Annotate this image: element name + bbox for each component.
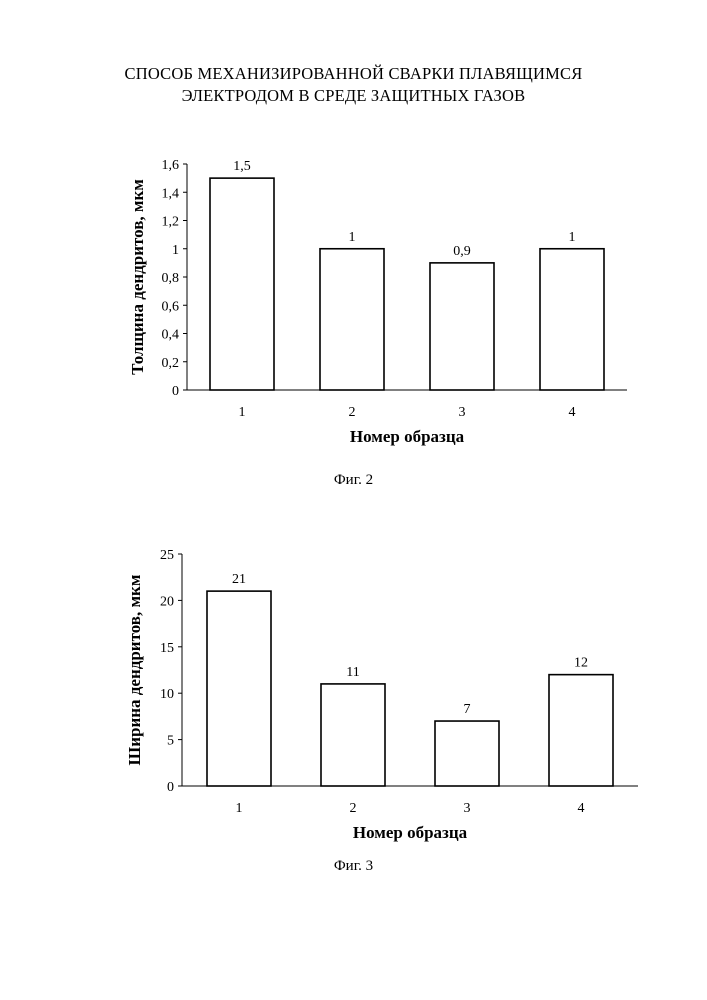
y-axis-title: Толщина дендритов, мкм [128, 179, 147, 375]
x-tick-label: 3 [464, 801, 471, 816]
y-tick-label: 5 [167, 734, 174, 749]
bar-sample-1 [207, 591, 271, 786]
document-title-line-1: СПОСОБ МЕХАНИЗИРОВАННОЙ СВАРКИ ПЛАВЯЩИМС… [0, 63, 707, 85]
bar-sample-3 [435, 721, 499, 786]
figure-3-caption: Фиг. 3 [0, 858, 707, 875]
dendrite-width-bar-chart: 051015202521111273124Номер образцаШирина… [0, 540, 707, 850]
bar-sample-3 [430, 263, 494, 390]
x-tick-label: 1 [239, 405, 246, 420]
x-tick-label: 1 [236, 801, 243, 816]
document-title: СПОСОБ МЕХАНИЗИРОВАННОЙ СВАРКИ ПЛАВЯЩИМС… [0, 63, 707, 107]
y-tick-label: 20 [160, 594, 174, 609]
y-tick-label: 0,6 [162, 299, 180, 314]
bar-value-label: 0,9 [453, 244, 471, 259]
bar-value-label: 1 [569, 230, 576, 245]
y-tick-label: 0 [167, 780, 174, 795]
y-tick-label: 0 [172, 384, 179, 399]
dendrite-thickness-bar-chart: 0 0,2 0,4 0,6 0,8 1 1,2 1,4 1,6 1,5 1 1 2 0,9 3 1 4 Номер… [0, 150, 707, 450]
bar-value-label: 7 [464, 702, 471, 717]
y-tick-label: 1 [172, 243, 179, 258]
y-tick-label: 0,4 [162, 328, 180, 343]
bar-value-label: 1 [349, 230, 356, 245]
bar-value-label: 21 [232, 572, 246, 587]
x-axis-title: Номер образца [350, 427, 465, 446]
x-tick-label: 2 [350, 801, 357, 816]
bar-sample-4 [540, 249, 604, 390]
y-tick-label: 1,4 [162, 186, 180, 201]
y-axis-title: Ширина дендритов, мкм [125, 574, 144, 765]
bar-value-label: 12 [574, 656, 588, 671]
x-tick-label: 4 [569, 405, 576, 420]
y-tick-label: 15 [160, 641, 174, 656]
y-tick-label: 10 [160, 687, 174, 702]
x-tick-label: 2 [349, 405, 356, 420]
bar-sample-2 [321, 684, 385, 786]
document-title-line-2: ЭЛЕКТРОДОМ В СРЕДЕ ЗАЩИТНЫХ ГАЗОВ [0, 85, 707, 107]
bar-sample-1 [210, 178, 274, 390]
figure-2-caption: Фиг. 2 [0, 472, 707, 489]
x-axis-title: Номер образца [353, 823, 468, 842]
x-tick-label: 4 [578, 801, 585, 816]
bar-value-label: 1,5 [233, 159, 251, 174]
y-tick-label: 0,8 [162, 271, 180, 286]
y-tick-label: 25 [160, 548, 174, 563]
y-tick-label: 1,6 [162, 158, 180, 173]
y-tick-label: 0,2 [162, 356, 180, 371]
bar-sample-4 [549, 675, 613, 786]
x-tick-label: 3 [459, 405, 466, 420]
bar-value-label: 11 [346, 665, 359, 680]
y-tick-label: 1,2 [162, 215, 180, 230]
bar-sample-2 [320, 249, 384, 390]
